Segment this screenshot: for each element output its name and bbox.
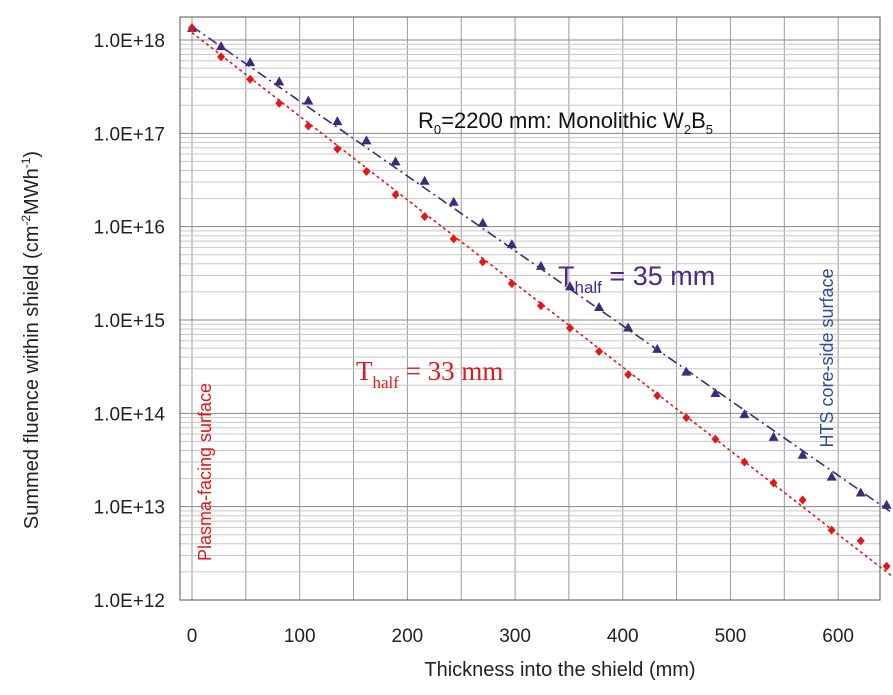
data-point-triangle (506, 239, 517, 249)
plot-frame (179, 16, 881, 601)
data-point-diamond (217, 52, 226, 62)
data-point-triangle (245, 57, 256, 67)
data-point-triangle (652, 343, 663, 353)
data-point-diamond (740, 457, 749, 467)
data-point-triangle (477, 217, 488, 227)
data-point-diamond (827, 525, 836, 535)
data-point-triangle (332, 116, 343, 126)
x-tick-label: 100 (284, 626, 316, 647)
data-point-diamond (595, 346, 604, 356)
y-tick-label: 1.0E+13 (94, 498, 165, 519)
data-point-triangle (681, 366, 692, 376)
data-point-diamond (391, 190, 400, 200)
data-point-diamond (246, 74, 255, 84)
data-point-triangle (565, 281, 575, 291)
data-point-triangle (535, 260, 546, 270)
data-point-triangle (419, 175, 430, 185)
data-point-diamond (333, 144, 342, 154)
data-point-triangle (303, 95, 314, 105)
data-point-diamond (478, 257, 487, 267)
annotation-thalf-purple: Thalf = 35 mm (558, 261, 715, 297)
y-tick-label: 1.0E+16 (94, 218, 165, 239)
x-tick-label: 300 (499, 626, 531, 647)
data-point-triangle (216, 41, 227, 51)
data-point-triangle (881, 499, 892, 509)
y-tick-label: 1.0E+15 (94, 311, 165, 332)
y-tick-label: 1.0E+14 (94, 404, 166, 425)
fit-line-red (191, 31, 893, 577)
data-point-triangle (855, 487, 866, 497)
data-point-triangle (826, 471, 837, 481)
x-tick-label: 200 (392, 626, 424, 647)
data-point-diamond (856, 536, 865, 546)
x-tick-label: 0 (187, 626, 198, 647)
data-point-diamond (566, 323, 574, 333)
data-point-diamond (798, 495, 807, 505)
data-points (187, 22, 892, 571)
data-point-triangle (594, 301, 605, 311)
data-point-diamond (304, 121, 313, 131)
y-axis-title: Summed fluence within shield (cm-2MWh-1) (19, 151, 43, 529)
data-point-diamond (882, 561, 891, 571)
data-point-diamond (188, 23, 196, 33)
label-plasma-facing-surface: Plasma-facing surface (195, 383, 215, 561)
data-point-diamond (420, 212, 429, 222)
y-tick-label: 1.0E+18 (94, 31, 165, 52)
x-tick-labels: 0 100 200 300 400 500 600 (187, 626, 854, 647)
data-point-triangle (390, 156, 401, 166)
data-point-diamond (507, 279, 516, 289)
data-point-triangle (797, 449, 808, 459)
annotation-thalf-red: Thalf = 33 mm (356, 356, 503, 392)
grid (180, 17, 880, 601)
data-point-diamond (624, 370, 633, 380)
y-tick-labels: 1.0E+12 1.0E+13 1.0E+14 1.0E+15 1.0E+16 1.0E+… (94, 31, 166, 612)
x-axis-title: Thickness into the shield (mm) (424, 659, 695, 681)
data-point-diamond (275, 98, 284, 108)
data-point-diamond (536, 301, 545, 311)
x-tick-label: 500 (715, 626, 747, 647)
x-tick-label: 400 (607, 626, 639, 647)
data-point-diamond (769, 478, 778, 488)
data-point-diamond (449, 234, 458, 244)
data-point-diamond (682, 413, 691, 423)
data-point-triangle (448, 196, 459, 206)
data-point-triangle (274, 76, 285, 86)
data-point-diamond (711, 434, 720, 444)
data-point-diamond (653, 391, 662, 401)
data-point-triangle (710, 388, 721, 398)
label-hts-core-side-surface: HTS core-side surface (817, 268, 837, 447)
y-tick-label: 1.0E+12 (94, 591, 165, 612)
data-point-triangle (361, 135, 372, 145)
data-point-diamond (362, 167, 371, 177)
annotation-material: R0=2200 mm: Monolithic W2B5 (418, 108, 713, 137)
y-tick-label: 1.0E+17 (94, 124, 165, 145)
data-point-triangle (623, 322, 634, 332)
data-point-triangle (768, 431, 779, 441)
data-point-triangle (739, 409, 750, 419)
x-tick-label: 600 (822, 626, 854, 647)
